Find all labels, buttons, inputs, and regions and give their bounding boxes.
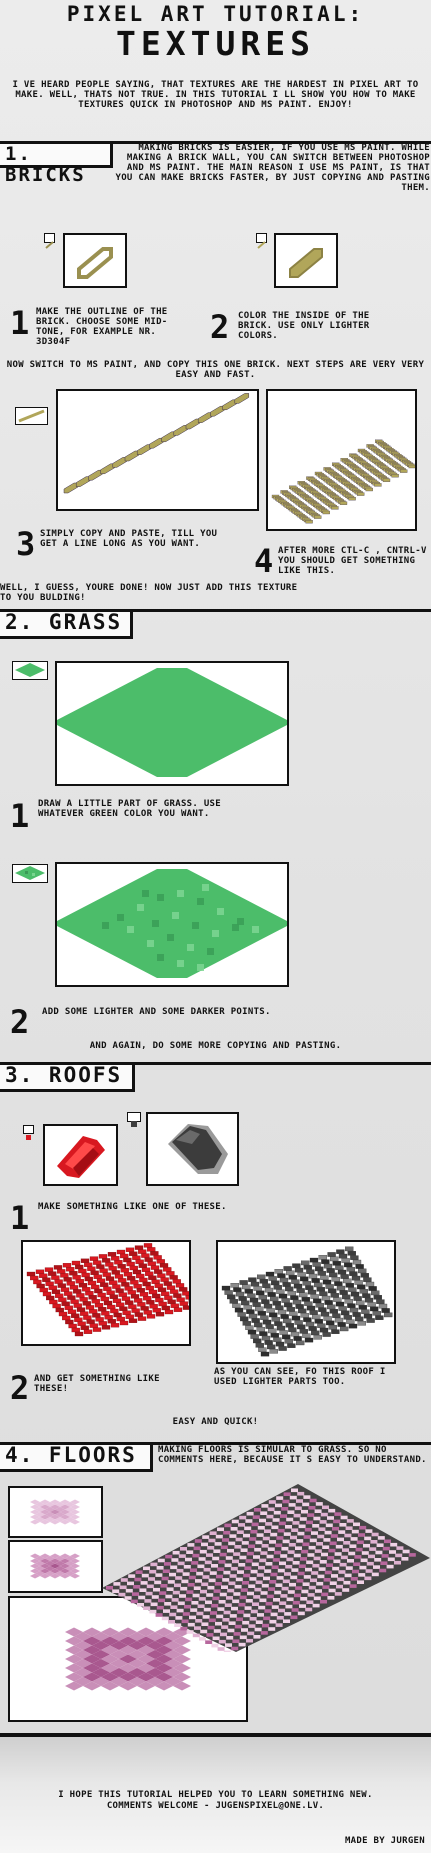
grass-dotted-preview [55, 862, 289, 987]
step-number: 2 [10, 1369, 30, 1407]
roofs-easy-text: EASY AND QUICK! [172, 1417, 259, 1427]
grass-thumbnail [12, 661, 48, 680]
floors-intro: MAKING FLOORS IS SIMULAR TO GRASS. SO NO… [158, 1445, 427, 1465]
brick-line-preview [56, 389, 259, 511]
red-roof-tile-preview [43, 1124, 118, 1186]
tutorial-title-line2: TEXTURES [116, 24, 315, 63]
floor-tile-preview-2 [8, 1540, 103, 1593]
grass-step2-text: ADD SOME LIGHTER AND SOME DARKER POINTS. [42, 1007, 271, 1017]
palette-swatch-icon [44, 233, 55, 249]
grass-step1-text: DRAW A LITTLE PART OF GRASS. USE WHATEVE… [38, 799, 221, 819]
bricks-step1-text: MAKE THE OUTLINE OF THE BRICK. CHOOSE SO… [36, 307, 168, 347]
footer-thanks: I HOPE THIS TUTORIAL HELPED YOU TO LEARN… [58, 1790, 373, 1800]
floor-pattern-preview [102, 1484, 430, 1655]
dark-roof-tile-preview [146, 1112, 239, 1186]
bricks-intro: MAKING BRICKS IS EASIER, IF YOU USE MS P… [115, 143, 430, 193]
intro-text: I VE HEARD PEOPLE SAYING, THAT TEXTURES … [12, 80, 419, 110]
footer-contact: COMMENTS WELCOME - JUGENSPIXEL@ONE.LV. [106, 1801, 325, 1811]
footer-credit: MADE BY JURGEN [344, 1836, 425, 1846]
bricks-done-text: WELL, I GUESS, YOURE DONE! NOW JUST ADD … [0, 583, 298, 603]
roofs-step1-text: MAKE SOMETHING LIKE ONE OF THESE. [38, 1202, 227, 1212]
step-number: 2 [210, 308, 230, 346]
brick-outline-preview [63, 233, 127, 288]
brick-line-thumbnail [15, 407, 48, 425]
footer [0, 1737, 431, 1853]
brick-wall-preview [266, 389, 417, 531]
divider [0, 609, 431, 612]
dark-swatch-icon [127, 1112, 141, 1127]
bricks-step4-text: AFTER MORE CTL-C , CNTRL-V YOU SHOULD GE… [278, 546, 427, 576]
bricks-step2-text: COLOR THE INSIDE OF THE BRICK. USE ONLY … [238, 311, 370, 341]
step-number: 3 [16, 525, 36, 563]
dark-roof-pattern-preview [216, 1240, 396, 1364]
divider [0, 1062, 431, 1065]
roofs-note-text: AS YOU CAN SEE, FO THIS ROOF I USED LIGH… [214, 1367, 386, 1387]
section-heading-floors: 4. FLOORS [0, 1442, 153, 1472]
roofs-step2-text: AND GET SOMETHING LIKE THESE! [34, 1374, 160, 1394]
palette-swatch-icon [256, 233, 267, 249]
red-swatch-icon [23, 1125, 34, 1140]
step-number: 1 [10, 1199, 30, 1237]
grass-thumbnail [12, 864, 48, 883]
bricks-step3-text: SIMPLY COPY AND PASTE, TILL YOU GET A LI… [40, 529, 218, 549]
tutorial-title-line1: PIXEL ART TUTORIAL: [66, 2, 365, 26]
switch-note: NOW SWITCH TO MS PAINT, AND COPY THIS ON… [6, 360, 425, 380]
divider [0, 141, 431, 144]
brick-filled-preview [274, 233, 338, 288]
step-number: 1 [10, 797, 30, 835]
step-number: 2 [10, 1003, 30, 1041]
section-heading-roofs: 3. ROOFS [0, 1062, 135, 1092]
floor-tile-preview-1 [8, 1486, 103, 1538]
divider [0, 1733, 431, 1737]
step-number: 4 [254, 542, 274, 580]
grass-again-text: AND AGAIN, DO SOME MORE COPYING AND PAST… [89, 1041, 342, 1051]
section-heading-bricks: 1. BRICKS [0, 141, 113, 186]
divider [0, 1442, 431, 1445]
red-roof-pattern-preview [21, 1240, 191, 1346]
grass-plain-preview [55, 661, 289, 786]
section-heading-grass: 2. GRASS [0, 609, 133, 639]
step-number: 1 [10, 304, 30, 342]
